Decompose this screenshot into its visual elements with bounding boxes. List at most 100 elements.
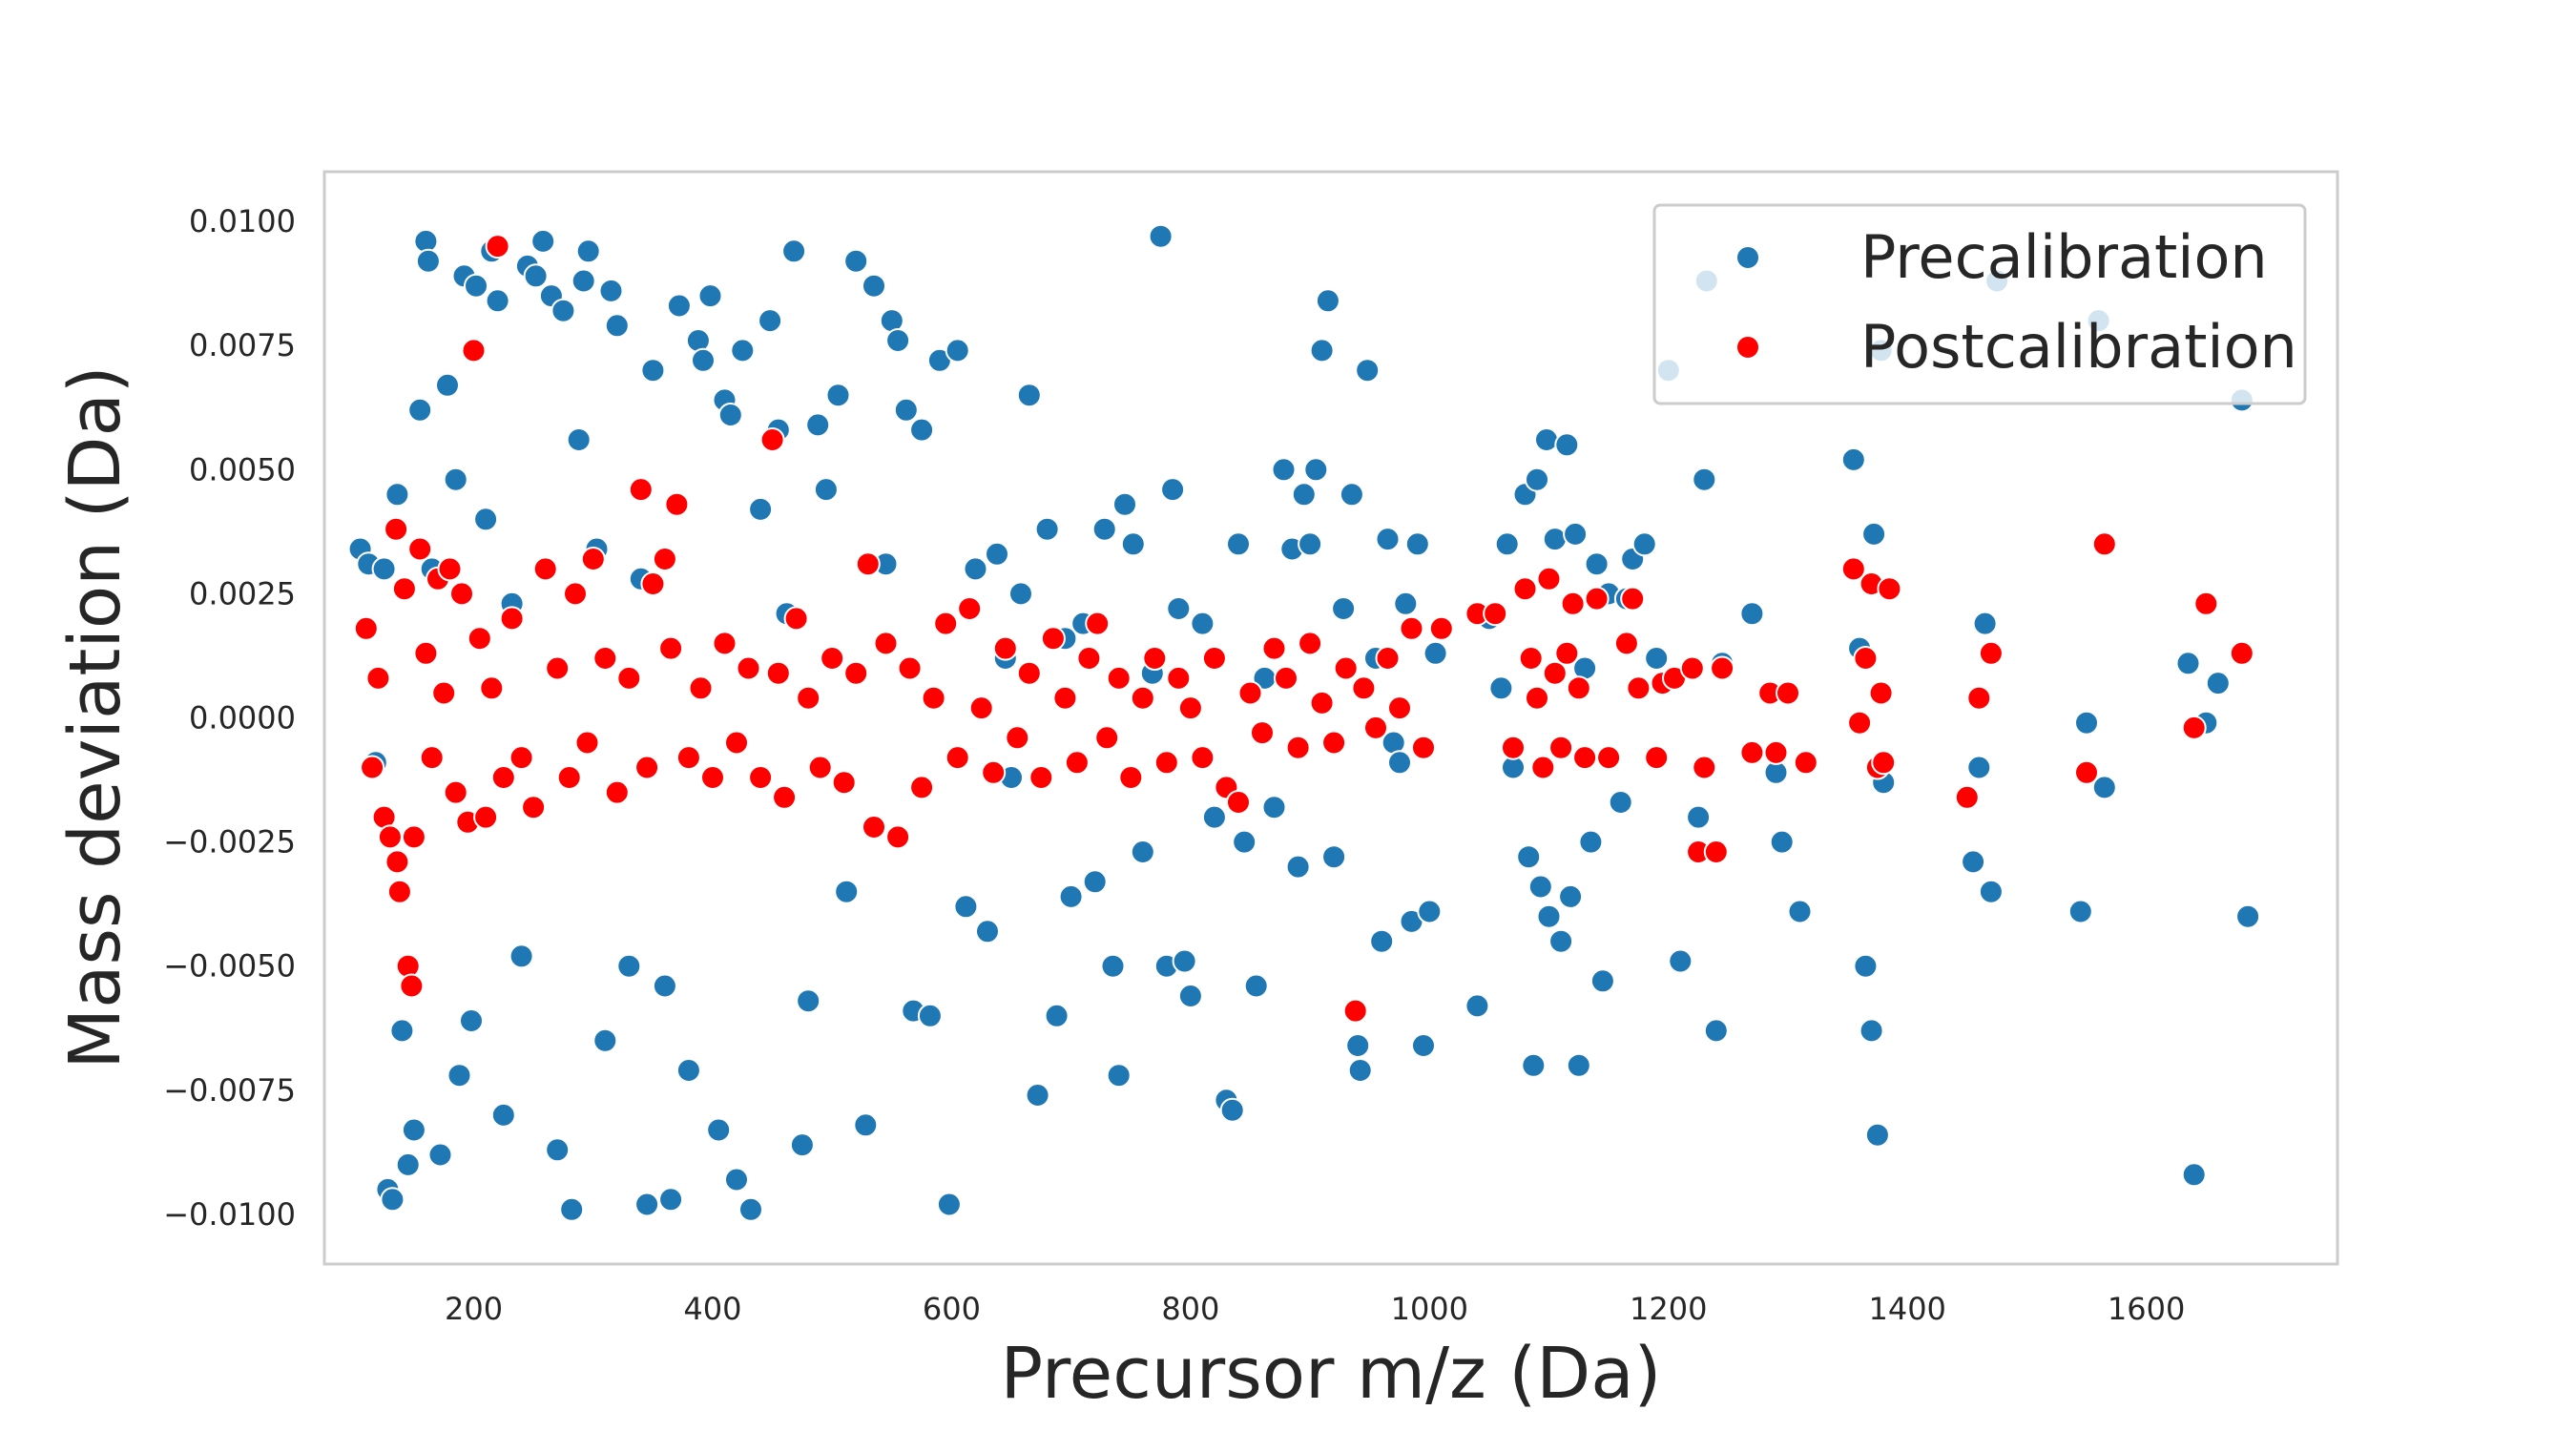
postcalibration-point bbox=[1703, 840, 1729, 864]
precalibration-point bbox=[1548, 928, 1574, 954]
y-tick-label: −0.0025 bbox=[163, 824, 296, 861]
precalibration-point bbox=[551, 298, 576, 323]
precalibration-point bbox=[447, 1063, 472, 1089]
postcalibration-point bbox=[1399, 615, 1424, 641]
precalibration-point bbox=[1589, 968, 1615, 994]
precalibration-point bbox=[975, 919, 1000, 944]
precalibration-point bbox=[1387, 750, 1412, 776]
postcalibration-point bbox=[1483, 601, 1508, 627]
precalibration-point bbox=[1339, 482, 1364, 508]
precalibration-point bbox=[1961, 849, 1986, 875]
precalibration-point bbox=[1025, 1083, 1050, 1108]
precalibration-point bbox=[1404, 531, 1430, 557]
x-tick-label: 1200 bbox=[1630, 1291, 1707, 1327]
precalibration-point bbox=[571, 268, 596, 294]
postcalibration-point bbox=[413, 640, 439, 666]
precalibration-point bbox=[559, 1196, 585, 1222]
postcalibration-point bbox=[1094, 725, 1120, 751]
postcalibration-point bbox=[556, 765, 582, 790]
precalibration-point bbox=[781, 238, 807, 264]
precalibration-point bbox=[1966, 755, 1992, 780]
x-tick-label: 1600 bbox=[2108, 1291, 2185, 1327]
postcalibration-point bbox=[473, 804, 499, 830]
precalibration-point bbox=[917, 1003, 943, 1028]
postcalibration-point bbox=[1064, 750, 1090, 776]
postcalibration-point bbox=[957, 596, 983, 621]
legend-marker-postcalibration bbox=[1735, 335, 1760, 360]
postcalibration-point bbox=[765, 660, 791, 686]
legend-box bbox=[1652, 203, 2307, 405]
precalibration-point bbox=[1082, 869, 1108, 895]
postcalibration-point bbox=[885, 824, 911, 850]
precalibration-point bbox=[1739, 601, 1765, 627]
postcalibration-point bbox=[384, 849, 410, 875]
precalibration-point bbox=[1172, 948, 1197, 974]
postcalibration-point bbox=[992, 635, 1018, 661]
precalibration-point bbox=[1309, 338, 1335, 363]
postcalibration-point bbox=[700, 765, 725, 790]
postcalibration-point bbox=[580, 547, 606, 571]
postcalibration-point bbox=[1613, 631, 1639, 656]
precalibration-point bbox=[1423, 640, 1448, 666]
precalibration-point bbox=[1521, 1052, 1547, 1078]
legend-marker-precalibration bbox=[1735, 245, 1760, 270]
precalibration-point bbox=[1536, 903, 1562, 929]
precalibration-point bbox=[652, 973, 677, 999]
postcalibration-point bbox=[1085, 611, 1111, 636]
postcalibration-point bbox=[1554, 640, 1580, 666]
postcalibration-point bbox=[574, 730, 600, 756]
postcalibration-point bbox=[675, 745, 701, 771]
precalibration-point bbox=[1345, 1033, 1371, 1058]
precalibration-point bbox=[1120, 531, 1146, 557]
postcalibration-point bbox=[1512, 576, 1538, 602]
postcalibration-point bbox=[1877, 576, 1902, 602]
precalibration-point bbox=[730, 338, 756, 363]
precalibration-point bbox=[1516, 844, 1542, 870]
precalibration-point bbox=[1375, 527, 1401, 552]
precalibration-point bbox=[1243, 973, 1269, 999]
precalibration-point bbox=[1534, 427, 1559, 452]
postcalibration-point bbox=[1871, 750, 1897, 776]
postcalibration-point bbox=[2074, 759, 2099, 785]
postcalibration-point bbox=[2091, 531, 2117, 557]
postcalibration-point bbox=[1542, 660, 1568, 686]
postcalibration-point bbox=[360, 755, 385, 780]
postcalibration-point bbox=[855, 551, 881, 577]
postcalibration-point bbox=[2229, 640, 2254, 666]
postcalibration-point bbox=[1411, 735, 1436, 760]
postcalibration-point bbox=[485, 234, 510, 259]
precalibration-point bbox=[459, 1008, 484, 1033]
precalibration-point bbox=[1148, 223, 1174, 249]
precalibration-point bbox=[1130, 840, 1155, 864]
precalibration-point bbox=[1355, 358, 1381, 384]
postcalibration-point bbox=[1321, 730, 1347, 756]
y-tick-label: 0.0025 bbox=[189, 575, 296, 612]
postcalibration-point bbox=[1190, 745, 1215, 771]
x-axis-title: Precursor m/z (Da) bbox=[1001, 1333, 1662, 1415]
precalibration-point bbox=[1232, 829, 1257, 855]
precalibration-point bbox=[389, 1018, 415, 1044]
postcalibration-point bbox=[479, 675, 505, 701]
precalibration-point bbox=[1315, 288, 1340, 314]
precalibration-point bbox=[1190, 611, 1215, 636]
precalibration-point bbox=[523, 263, 549, 289]
postcalibration-point bbox=[1679, 655, 1705, 681]
postcalibration-point bbox=[1428, 615, 1454, 641]
postcalibration-point bbox=[772, 784, 798, 810]
precalibration-point bbox=[666, 293, 692, 319]
precalibration-point bbox=[724, 1167, 749, 1192]
postcalibration-point bbox=[1201, 646, 1227, 671]
precalibration-point bbox=[384, 482, 410, 508]
postcalibration-point bbox=[1954, 784, 1980, 810]
postcalibration-point bbox=[897, 655, 923, 681]
postcalibration-point bbox=[1763, 739, 1789, 765]
postcalibration-point bbox=[1333, 655, 1359, 681]
postcalibration-point bbox=[419, 745, 445, 771]
x-tick-label: 1000 bbox=[1391, 1291, 1468, 1327]
precalibration-point bbox=[1219, 1097, 1245, 1123]
precalibration-point bbox=[1494, 531, 1520, 557]
precalibration-point bbox=[1331, 596, 1357, 621]
precalibration-point bbox=[909, 417, 935, 443]
postcalibration-point bbox=[748, 765, 774, 790]
postcalibration-point bbox=[1853, 646, 1879, 671]
